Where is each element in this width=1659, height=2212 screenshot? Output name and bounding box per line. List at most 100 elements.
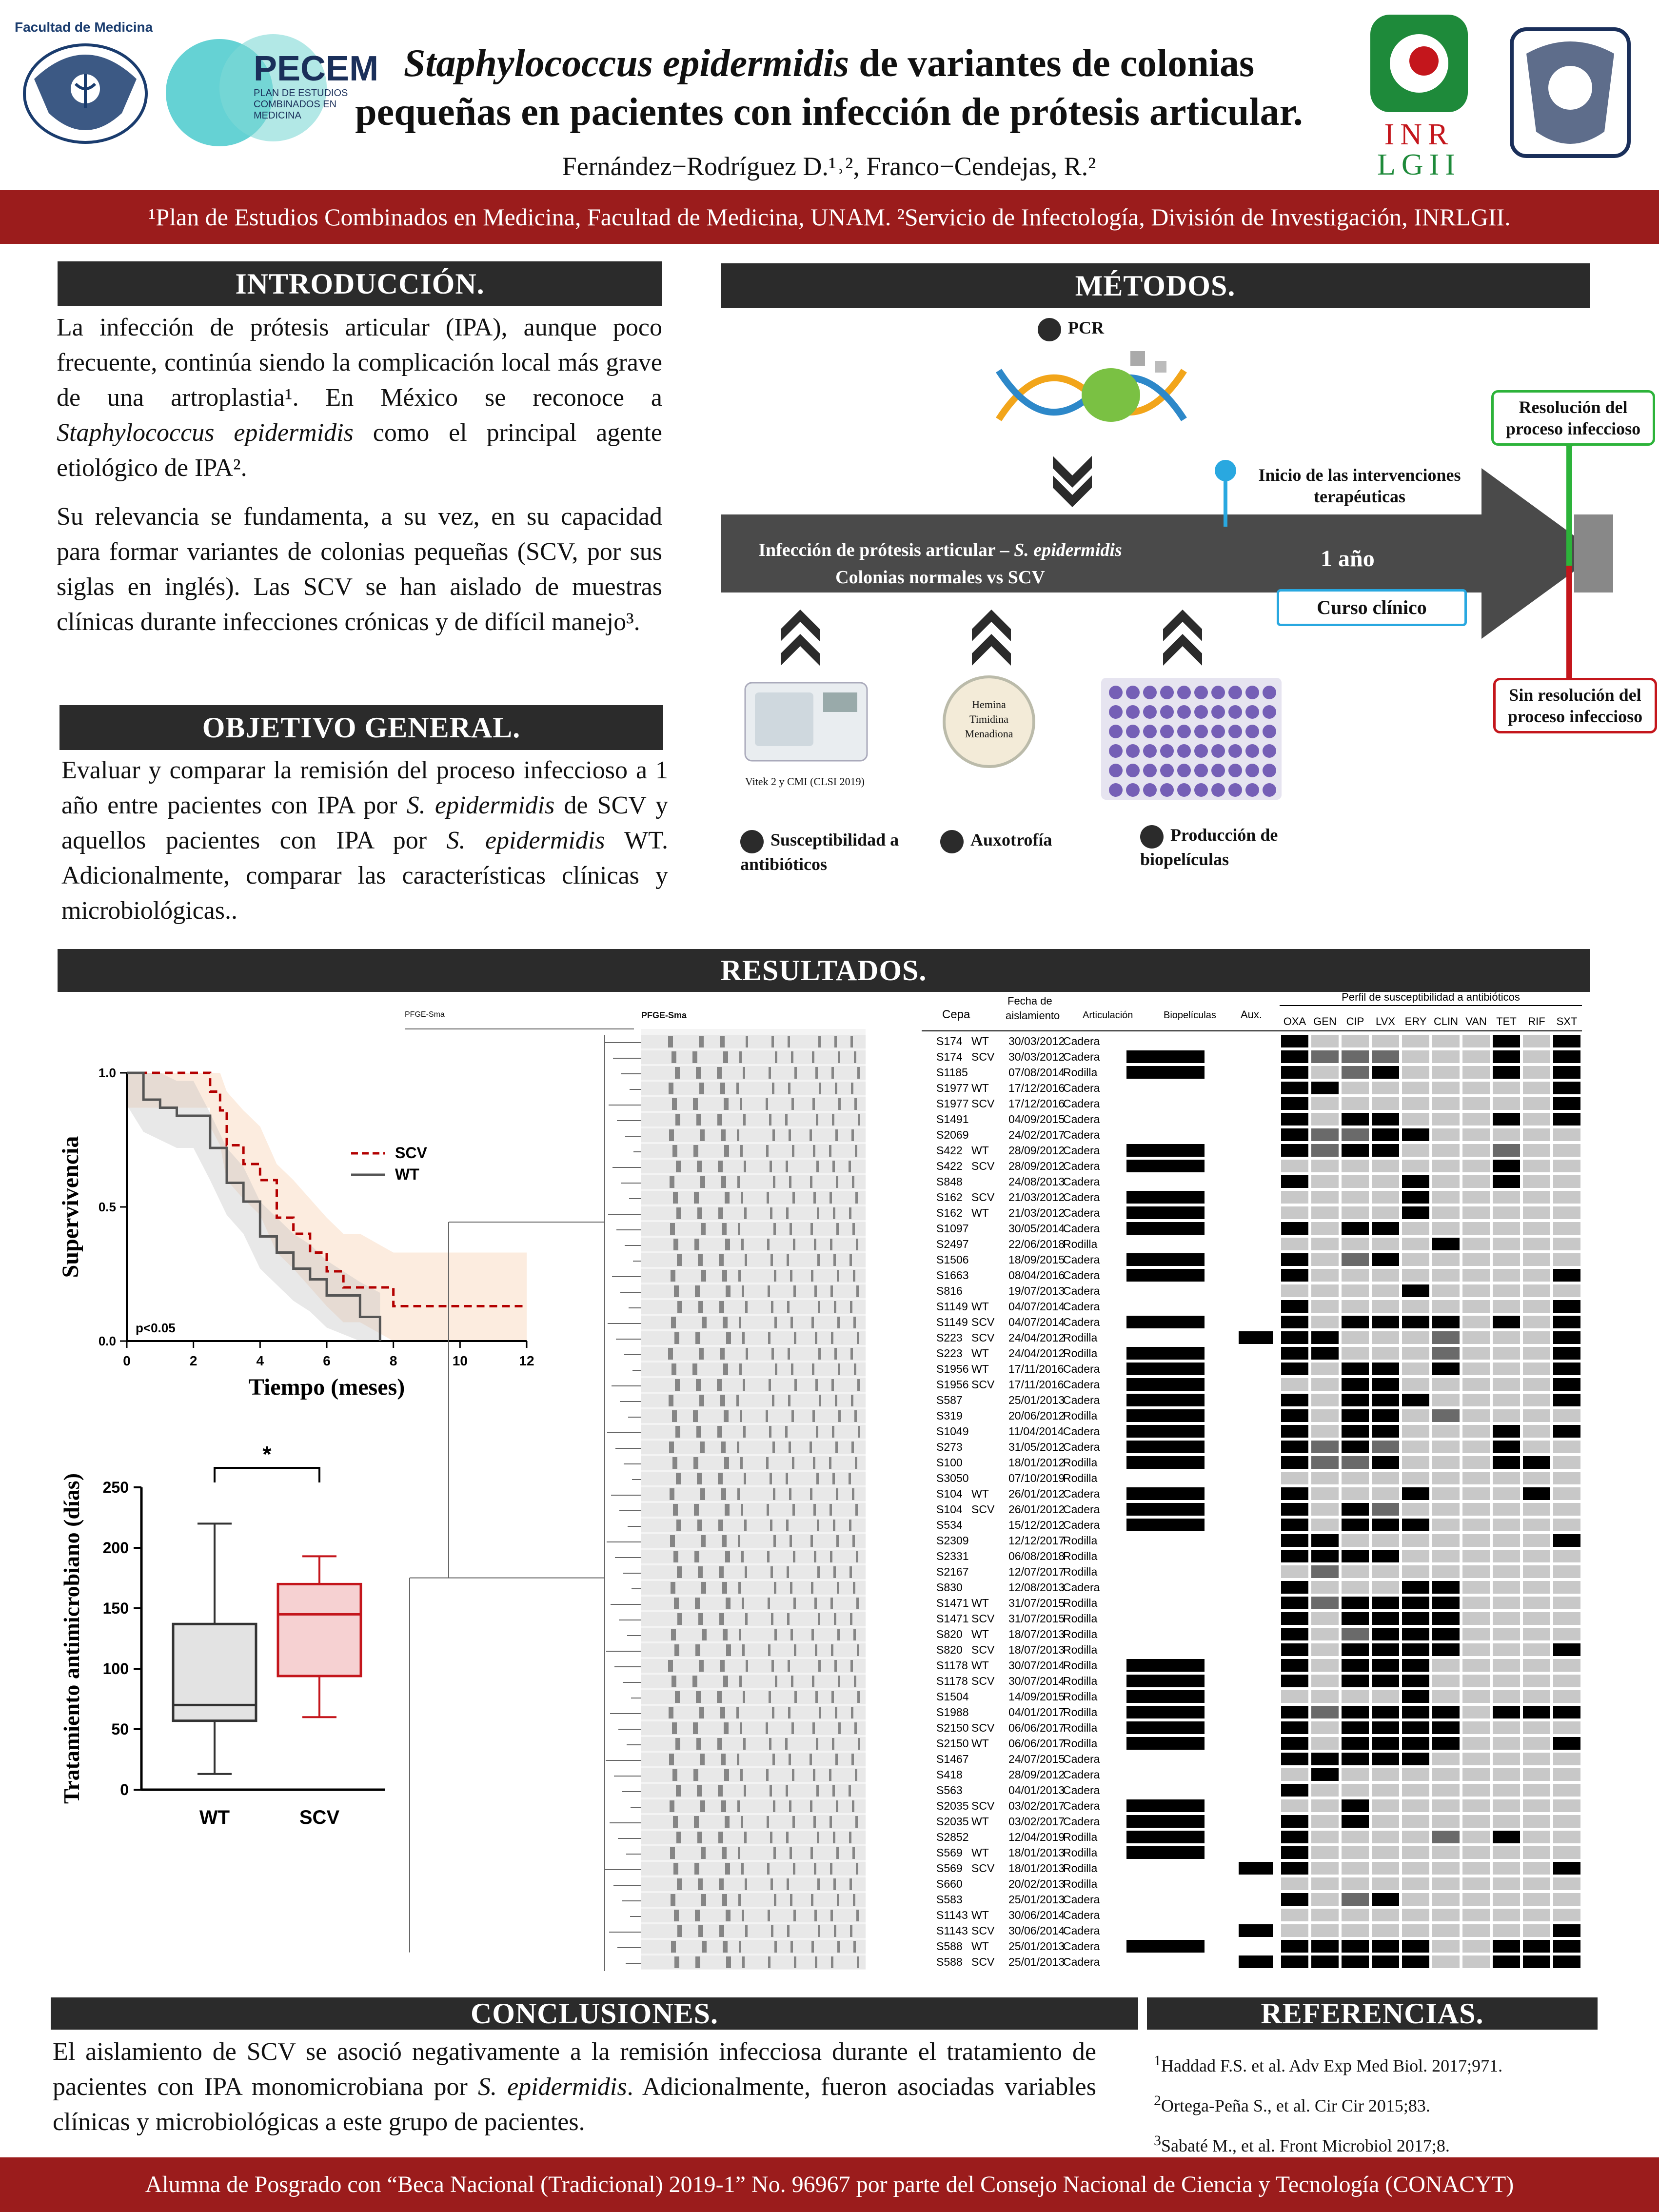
- gel-band: [675, 1738, 680, 1750]
- cell-cepa: S820: [936, 1628, 963, 1640]
- cell-susceptibility: [1493, 1799, 1520, 1812]
- y-tick-label: 250: [103, 1479, 129, 1496]
- antibiotic-label: GEN: [1313, 1015, 1337, 1027]
- cell-susceptibility: [1372, 1628, 1399, 1640]
- cell-susceptibility: [1462, 1050, 1490, 1063]
- cell-susceptibility: [1311, 1175, 1339, 1188]
- gel-band: [854, 1051, 856, 1063]
- cell-susceptibility: [1402, 1597, 1429, 1609]
- cell-susceptibility: [1342, 1815, 1369, 1828]
- cell-susceptibility: [1493, 1565, 1520, 1578]
- gel-band: [725, 1816, 730, 1828]
- cell-fecha: 03/02/2017: [1008, 1815, 1065, 1828]
- gel-band: [785, 1426, 788, 1438]
- cell-susceptibility: [1372, 1784, 1399, 1797]
- gel-band: [694, 1192, 699, 1204]
- cell-susceptibility: [1553, 1955, 1580, 1968]
- gel-band: [717, 1691, 722, 1703]
- cell-susceptibility: [1372, 1706, 1399, 1718]
- gel-band: [696, 1426, 701, 1438]
- cell-susceptibility: [1462, 1924, 1490, 1937]
- cell-type: WT: [971, 1846, 989, 1859]
- cell-susceptibility: [1402, 1035, 1429, 1047]
- gel-band: [668, 1348, 673, 1360]
- gel-band: [792, 1816, 795, 1828]
- gel-band: [788, 1348, 790, 1360]
- cell-susceptibility: [1372, 1441, 1399, 1453]
- cell-susceptibility: [1342, 1456, 1369, 1469]
- gel-band: [819, 1707, 821, 1718]
- cell-articulacion: Cadera: [1063, 1815, 1100, 1828]
- box-iqr: [276, 1582, 362, 1678]
- cell-cepa: S162: [936, 1191, 963, 1204]
- gel-band: [818, 1925, 820, 1937]
- gel-band: [725, 1239, 730, 1250]
- gel-band: [718, 1161, 723, 1172]
- cell-susceptibility: [1493, 1628, 1520, 1640]
- inr-logo: INR LGII: [1361, 10, 1478, 180]
- gel-band: [672, 1410, 677, 1422]
- cell-susceptibility: [1281, 1347, 1308, 1360]
- cell-susceptibility: [1493, 1877, 1520, 1890]
- gel-band: [855, 1457, 857, 1469]
- gel-band: [745, 1566, 747, 1578]
- curso-clinico-box: Curso clínico: [1277, 589, 1467, 626]
- cell-susceptibility: [1311, 1581, 1339, 1594]
- gel-band: [810, 1800, 812, 1812]
- cell-cepa: S2497: [936, 1238, 969, 1250]
- pcr-dot-icon: [1038, 317, 1061, 341]
- cell-cepa: S660: [936, 1877, 963, 1890]
- gel-band: [675, 1114, 680, 1126]
- gel-band: [701, 1582, 706, 1594]
- cell-susceptibility: [1432, 1191, 1460, 1204]
- cell-fecha: 17/11/2016: [1008, 1363, 1064, 1375]
- cell-susceptibility: [1311, 1269, 1339, 1282]
- cell-susceptibility: [1553, 1472, 1580, 1484]
- cell-biofilm-positive: [1126, 1846, 1205, 1859]
- gel-lane: [641, 1300, 866, 1314]
- cell-susceptibility: [1402, 1269, 1429, 1282]
- gel-band: [774, 1894, 776, 1906]
- gel-band: [720, 1395, 725, 1406]
- cell-articulacion: Rodilla: [1063, 1862, 1098, 1875]
- cell-type: SCV: [971, 1097, 995, 1110]
- cell-susceptibility: [1432, 1487, 1460, 1500]
- cell-susceptibility: [1523, 1877, 1550, 1890]
- gel-band: [817, 1832, 819, 1843]
- cell-susceptibility: [1553, 1487, 1580, 1500]
- cell-cepa: S1143: [936, 1909, 968, 1921]
- gel-lane: [641, 1035, 866, 1048]
- gel-band: [744, 1832, 747, 1843]
- cell-auxotrophy-positive: [1239, 1924, 1273, 1937]
- cell-articulacion: Rodilla: [1063, 1721, 1098, 1734]
- gel-band: [767, 1192, 769, 1204]
- gel-band: [722, 1847, 727, 1859]
- cell-susceptibility: [1493, 1768, 1520, 1781]
- conclusions-t1: El aislamiento de SCV se asoció negativa…: [53, 2038, 1096, 2101]
- cell-type: WT: [971, 1206, 989, 1219]
- cell-susceptibility: [1493, 1035, 1520, 1047]
- cell-fecha: 07/08/2014: [1008, 1066, 1065, 1079]
- cell-cepa: S174: [936, 1035, 963, 1047]
- cell-susceptibility: [1493, 1753, 1520, 1765]
- cell-susceptibility: [1553, 1050, 1580, 1063]
- gel-band: [855, 1192, 858, 1204]
- cell-susceptibility: [1462, 1347, 1490, 1360]
- cell-susceptibility: [1311, 1472, 1339, 1484]
- cell-susceptibility: [1493, 1113, 1520, 1126]
- cell-fecha: 24/04/2012: [1008, 1331, 1065, 1344]
- cell-susceptibility: [1342, 1160, 1369, 1172]
- gel-band: [837, 1894, 839, 1906]
- gel-band: [788, 1083, 790, 1094]
- cell-susceptibility: [1342, 1503, 1369, 1516]
- cell-susceptibility: [1523, 1206, 1550, 1219]
- cell-susceptibility: [1432, 1394, 1460, 1406]
- cell-articulacion: Cadera: [1063, 1768, 1100, 1781]
- cell-cepa: S422: [936, 1160, 963, 1172]
